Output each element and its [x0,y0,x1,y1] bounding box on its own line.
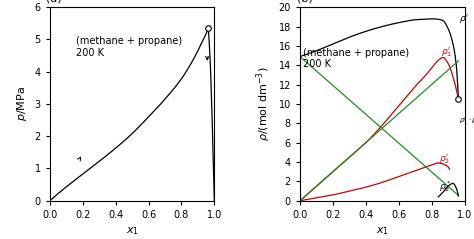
Text: $\rho_2^*$: $\rho_2^*$ [439,179,451,194]
Text: $\rho_2'$: $\rho_2'$ [439,152,450,166]
Y-axis label: $p$/MPa: $p$/MPa [15,87,29,121]
Text: (a): (a) [46,0,62,3]
X-axis label: $x_1$: $x_1$ [126,225,138,237]
Text: $\rho_1'$: $\rho_1'$ [441,46,452,60]
Text: $\rho_1'\cdot\rho^{-1}$: $\rho_1'\cdot\rho^{-1}$ [459,115,474,128]
Text: $\rho'$: $\rho'$ [459,12,468,25]
Text: (methane + propane)
200 K: (methane + propane) 200 K [76,36,182,58]
Text: (b): (b) [297,0,312,3]
Y-axis label: $\rho$/(mol dm$^{-3}$): $\rho$/(mol dm$^{-3}$) [255,67,273,141]
Text: (methane + propane)
200 K: (methane + propane) 200 K [303,48,410,69]
X-axis label: $x_1$: $x_1$ [376,225,389,237]
